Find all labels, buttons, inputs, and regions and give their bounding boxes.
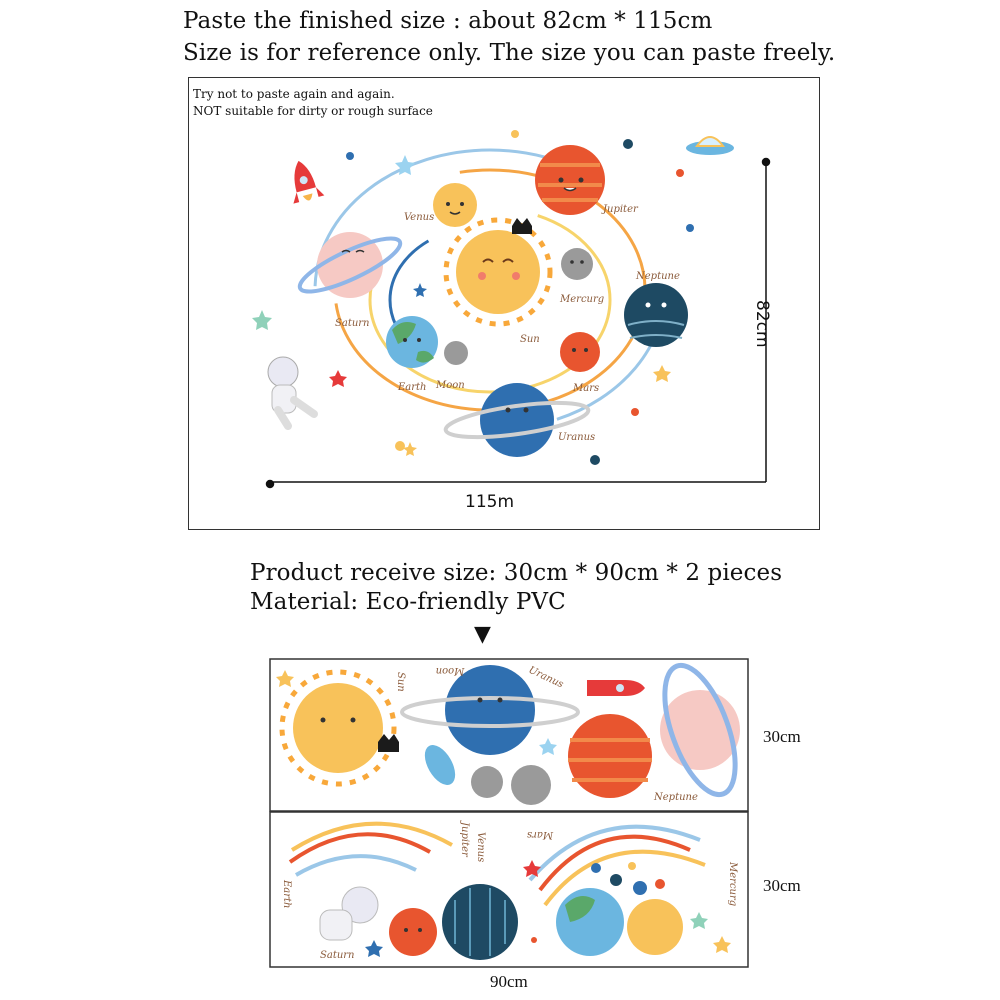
label-mars: Mars xyxy=(572,383,599,394)
label-uranus: Uranus xyxy=(558,432,595,443)
moon-icon xyxy=(444,341,468,365)
sheet1-label-neptune: Neptune xyxy=(653,792,698,803)
uranus-icon xyxy=(443,383,591,457)
sheet2-height-label: 30cm xyxy=(763,876,801,895)
sheet1-label-sun: Sun xyxy=(395,672,406,692)
product-material: Material: Eco-friendly PVC xyxy=(250,589,566,615)
sheet2-star-1 xyxy=(523,860,541,877)
sheet1-star-1 xyxy=(276,670,294,687)
sheets-width-label: 90cm xyxy=(490,972,528,991)
sheet1-ufo-icon xyxy=(424,745,456,785)
label-neptune: Neptune xyxy=(635,271,680,282)
sheet1-uranus-icon xyxy=(400,665,580,755)
sheet1-label-moon: Moon xyxy=(436,665,466,676)
height-dimension-label: 82cm xyxy=(752,300,772,348)
sheet2-sun-small-icon xyxy=(627,899,683,955)
sheet2-star-4 xyxy=(365,940,383,957)
header-line-2: Size is for reference only. The size you… xyxy=(183,40,836,66)
sheet2-label-saturn: Saturn xyxy=(320,950,355,961)
mercury-icon xyxy=(561,248,593,280)
sheet1-rocket-icon xyxy=(587,680,645,696)
sheet2-label-mars: Mars xyxy=(527,829,554,840)
sheet2-label-venus: Venus xyxy=(475,832,486,862)
mars-icon xyxy=(560,332,600,372)
header-line-1: Paste the finished size : about 82cm * 1… xyxy=(183,8,713,34)
venus-icon xyxy=(433,183,477,227)
sheet2-rainbow-arcs xyxy=(288,821,706,907)
sheet2-star-2 xyxy=(690,912,708,929)
sheet2-mars-icon xyxy=(389,908,437,956)
sheet1-saturn-icon xyxy=(660,662,740,798)
sheet2-earth-icon xyxy=(556,888,624,956)
label-venus: Venus xyxy=(404,212,434,223)
sheet2-astronaut-icon xyxy=(319,886,379,941)
ufo-icon xyxy=(686,136,734,155)
earth-icon xyxy=(386,316,438,368)
decor-stars xyxy=(252,155,671,456)
label-mercury: Mercurg xyxy=(559,294,604,305)
note-line-1: Try not to paste again and again. xyxy=(193,87,395,101)
down-arrow-icon: ▼ xyxy=(474,622,491,647)
label-moon: Moon xyxy=(435,380,465,391)
label-sun: Sun xyxy=(520,334,540,345)
label-saturn: Saturn xyxy=(335,318,370,329)
rocket-icon xyxy=(293,160,325,204)
sun-icon xyxy=(443,217,553,327)
label-jupiter: Jupiter xyxy=(601,204,639,215)
sheet1-jupiter-icon xyxy=(568,714,652,798)
sheet2-star-3 xyxy=(713,936,731,953)
sheet2-label-jupiter: Jupiter xyxy=(459,820,470,858)
sheet2-label-mercury: Mercurg xyxy=(727,861,738,906)
sheet1-moon-icon-2 xyxy=(511,765,551,805)
sheet2-neptune-icon xyxy=(442,884,518,960)
neptune-icon xyxy=(624,283,688,347)
product-receive-size: Product receive size: 30cm * 90cm * 2 pi… xyxy=(250,560,783,586)
width-dimension-label: 115m xyxy=(465,492,515,512)
sheet2-dots xyxy=(531,862,665,943)
sheet1-height-label: 30cm xyxy=(763,727,801,746)
sheet1-moon-icon-1 xyxy=(471,766,503,798)
astronaut-icon xyxy=(267,356,318,430)
sheet1-sun-icon xyxy=(279,669,399,787)
sheet1-star-2 xyxy=(539,738,557,755)
jupiter-icon xyxy=(535,145,605,215)
decor-dots xyxy=(346,130,694,465)
dimension-lines xyxy=(265,157,771,489)
saturn-icon xyxy=(297,232,403,298)
note-line-2: NOT suitable for dirty or rough surface xyxy=(193,104,433,118)
sheet2-label-earth: Earth xyxy=(281,879,292,909)
label-earth: Earth xyxy=(397,382,427,393)
